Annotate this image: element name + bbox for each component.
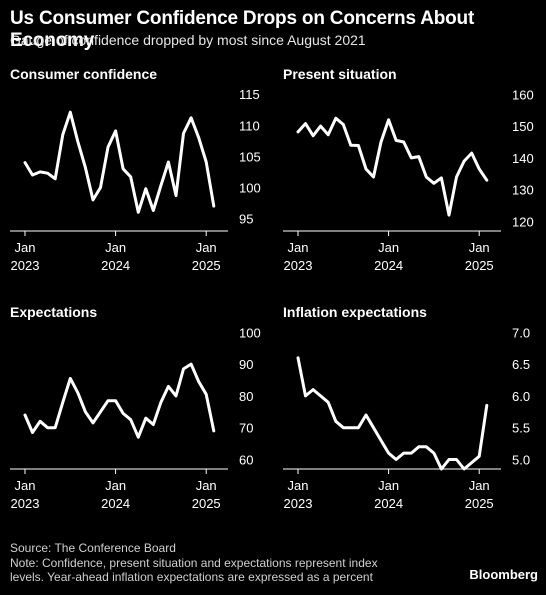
footnote-line-1: Note: Confidence, present situation and …	[10, 556, 378, 570]
x-tick-label-month: Jan	[105, 240, 126, 255]
y-tick-label: 150	[512, 119, 534, 134]
y-tick-label: 130	[512, 183, 534, 198]
y-tick-label: 6.0	[512, 389, 530, 404]
y-tick-label: 7.0	[512, 325, 530, 340]
x-tick-label-year: 2025	[192, 258, 221, 273]
y-tick-label: 80	[239, 389, 253, 404]
x-tick-label-year: 2024	[101, 258, 130, 273]
panel-title-expectations: Expectations	[10, 304, 98, 320]
x-tick-label-month: Jan	[105, 478, 126, 493]
x-tick-label-month: Jan	[288, 478, 309, 493]
x-tick-label-month: Jan	[288, 240, 309, 255]
series-line	[23, 362, 216, 439]
panel-title-inflation-expectations: Inflation expectations	[283, 304, 427, 320]
y-tick-label: 6.5	[512, 357, 530, 372]
x-tick-label-year: 2024	[374, 496, 403, 511]
y-tick-label: 70	[239, 421, 253, 436]
series-line	[296, 116, 489, 217]
series-line	[296, 356, 489, 471]
y-tick-label: 120	[512, 214, 534, 229]
series-line	[23, 110, 216, 214]
inflation-expectations-chart: 5.0 5.5 6.0 6.5 7.0 Jan 2023 Jan 2024 Jan 2025	[283, 325, 530, 511]
y-tick-label: 60	[239, 452, 253, 467]
bloomberg-logo: Bloomberg	[469, 567, 538, 582]
panel-title-present-situation: Present situation	[283, 66, 397, 82]
x-tick-label-year: 2025	[465, 496, 494, 511]
x-tick-label-year: 2023	[284, 258, 313, 273]
y-tick-label: 5.5	[512, 421, 530, 436]
y-tick-label: 105	[239, 149, 261, 164]
present-situation-chart: 120 130 140 150 160 Jan 2023 Jan 2024 Jan 2025	[283, 87, 534, 273]
footnote-line-2: levels. Year-ahead inflation expectation…	[10, 570, 373, 584]
panel-title-consumer-confidence: Consumer confidence	[10, 66, 158, 82]
y-tick-label: 5.0	[512, 452, 530, 467]
y-tick-label: 160	[512, 87, 534, 102]
x-tick-label-year: 2023	[11, 258, 40, 273]
y-tick-label: 100	[239, 325, 261, 340]
x-tick-label-year: 2025	[192, 496, 221, 511]
x-tick-label-year: 2024	[101, 496, 130, 511]
chart-title: Us Consumer Confidence Drops on Concerns…	[10, 8, 475, 51]
y-tick-label: 90	[239, 357, 253, 372]
x-tick-label-year: 2023	[284, 496, 313, 511]
x-tick-label-year: 2024	[374, 258, 403, 273]
x-tick-label-month: Jan	[196, 240, 217, 255]
source-note: Source: The Conference Board	[10, 541, 176, 555]
y-tick-label: 110	[239, 118, 260, 133]
x-tick-label-month: Jan	[378, 240, 399, 255]
y-tick-label: 140	[512, 151, 534, 166]
consumer-confidence-chart: 95 100 105 110 115 Jan 2023 Jan 2024 Jan 2025	[10, 87, 261, 273]
expectations-chart: 60 70 80 90 100 Jan 2023 Jan 2024 Jan 2025	[10, 325, 261, 511]
chart-subtitle: Gauge of confidence dropped by most sinc…	[10, 32, 366, 48]
y-tick-label: 100	[239, 180, 261, 195]
y-tick-label: 95	[239, 212, 253, 227]
x-tick-label-month: Jan	[469, 478, 490, 493]
x-tick-label-month: Jan	[15, 478, 36, 493]
x-tick-label-month: Jan	[469, 240, 490, 255]
x-tick-label-year: 2023	[11, 496, 40, 511]
x-tick-label-year: 2025	[465, 258, 494, 273]
x-tick-label-month: Jan	[15, 240, 36, 255]
x-tick-label-month: Jan	[378, 478, 399, 493]
x-tick-label-month: Jan	[196, 478, 217, 493]
y-tick-label: 115	[239, 87, 260, 102]
